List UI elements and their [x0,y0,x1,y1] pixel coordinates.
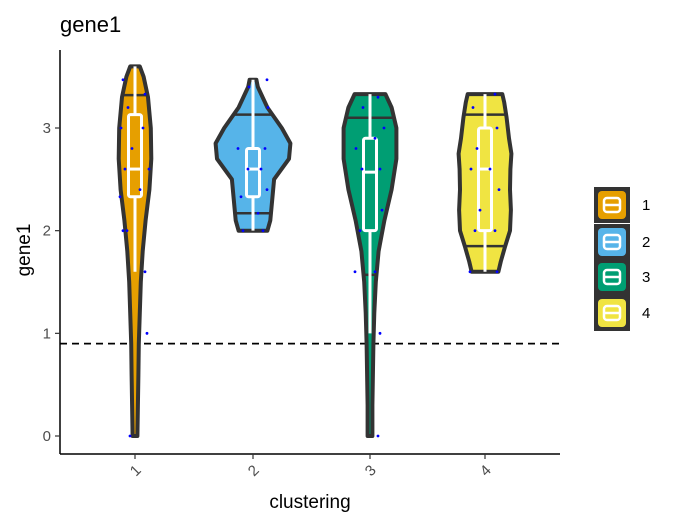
data-point [373,270,377,274]
x-axis-label: clustering [269,492,350,513]
legend-label: 1 [642,197,650,214]
box-1 [127,113,143,199]
violin-group-3 [341,92,399,438]
data-point [121,229,125,233]
data-point [130,147,134,150]
legend-label: 3 [642,269,650,286]
data-point [123,167,127,171]
data-point [376,434,380,438]
data-point [246,167,250,171]
box-4 [477,126,493,233]
data-point [360,167,364,171]
data-point [265,78,269,82]
legend-label: 2 [642,234,650,251]
legend: 1 2 3 4 [594,187,650,331]
data-point [471,106,475,109]
data-point [473,229,477,233]
data-point [493,229,497,233]
data-point [263,147,267,150]
x-tick-label: 2 [245,462,263,480]
legend-item-1: 1 [594,187,650,223]
data-point [256,211,260,215]
data-point [469,167,473,171]
y-tick-label: 3 [43,120,51,137]
legend-item-4: 4 [594,295,650,331]
data-point [143,270,147,274]
box-2 [245,147,261,199]
legend-item-3: 3 [594,259,650,295]
data-point [266,106,270,109]
violin-group-1 [116,64,154,438]
x-tick-label: 1 [127,462,145,480]
legend-label: 4 [642,305,650,322]
data-point [239,195,243,199]
y-tick-label: 1 [43,325,51,342]
data-point [143,92,147,96]
data-point [138,188,142,192]
legend-item-2: 2 [594,224,650,260]
data-point [265,188,269,192]
plot-area [60,64,560,438]
box-3 [362,136,378,233]
data-point [147,167,151,171]
data-point [128,434,132,438]
data-point [488,167,492,171]
data-point [361,106,365,109]
y-tick-label: 2 [43,223,51,240]
data-point [118,195,122,199]
data-point [353,270,357,274]
data-point [495,270,499,274]
violin-group-4 [456,92,514,274]
x-tick-label: 3 [362,462,380,480]
data-point [241,229,245,233]
data-point [478,208,482,212]
data-point [495,126,499,130]
data-point [378,167,382,171]
data-point [354,147,358,150]
data-point [236,147,240,150]
data-point [126,106,130,109]
x-tick-label: 4 [477,462,495,480]
y-tick-label: 0 [43,428,51,445]
data-point [497,188,501,192]
data-point [141,126,145,130]
data-point [468,270,472,274]
chart-title: gene1 [60,12,121,37]
data-point [378,331,382,335]
data-point [125,229,129,233]
data-point [259,167,263,171]
data-point [380,208,384,212]
data-point [145,331,149,335]
data-point [247,85,251,89]
data-point [119,126,123,130]
data-point [373,136,377,140]
data-point [376,95,380,99]
data-point [493,92,497,96]
data-point [261,229,265,233]
violin-group-2 [213,77,293,233]
data-point [358,229,362,233]
data-point [475,147,479,150]
data-point [382,126,386,130]
data-point [121,78,125,82]
y-axis-label: gene1 [14,224,35,277]
